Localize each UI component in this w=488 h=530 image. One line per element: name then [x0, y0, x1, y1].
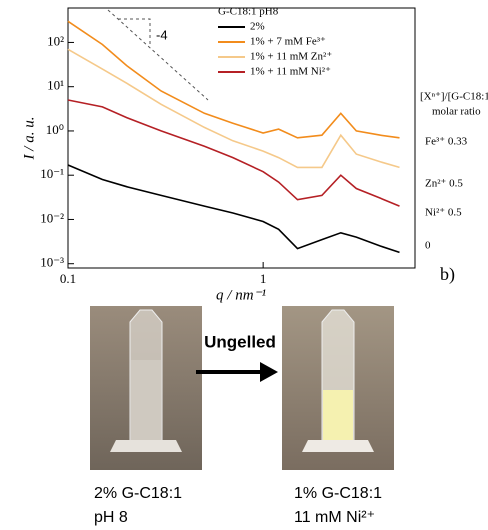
y-tick-label: 10¹ [47, 78, 64, 93]
series-line [67, 48, 400, 169]
y-tick-label: 10⁻¹ [40, 166, 64, 181]
arrow-label: Ungelled [204, 332, 276, 351]
vial-base [302, 440, 374, 452]
series-line [67, 20, 400, 139]
plot-frame [67, 7, 416, 269]
y-tick-label: 10⁻² [40, 210, 64, 225]
caption: 1% G-C18:1 [294, 485, 382, 502]
vial-liquid [131, 360, 161, 442]
ratio-label: Fe³⁺ 0.33 [425, 136, 468, 148]
x-axis-label: q / nm⁻¹ [216, 287, 266, 303]
y-tick-label: 10⁻³ [40, 255, 64, 270]
ratio-subheader: molar ratio [432, 106, 481, 118]
caption: 11 mM Ni²⁺ [294, 509, 375, 526]
arrow-head [260, 362, 278, 382]
series-line [67, 99, 400, 207]
caption: 2% G-C18:1 [94, 485, 182, 502]
vial-liquid [323, 390, 353, 442]
legend-label: 1% + 11 mM Ni²⁺ [250, 66, 331, 78]
slope-guide [107, 9, 209, 101]
y-tick-label: 10² [47, 33, 64, 48]
ratio-label: Ni²⁺ 0.5 [425, 207, 462, 219]
x-tick-label: 1 [260, 271, 267, 286]
ratio-label: 0 [425, 240, 431, 252]
legend-label: 1% + 7 mM Fe³⁺ [250, 36, 326, 48]
y-tick-label: 10⁰ [46, 122, 64, 137]
panel-label: b) [440, 264, 455, 285]
series-line [67, 164, 400, 254]
y-axis-label: I / a. u. [21, 117, 37, 161]
ratio-label: Zn²⁺ 0.5 [425, 178, 463, 190]
ratio-header: [Xⁿ⁺]/[G-C18:1] [420, 91, 488, 103]
caption: pH 8 [94, 509, 128, 526]
legend-label: 2% [250, 21, 265, 33]
slope-annotation: -4 [156, 27, 168, 42]
vial-base [110, 440, 182, 452]
legend-title: G-C18:1 pH8 [218, 6, 279, 18]
x-tick-label: 0.1 [60, 271, 76, 286]
legend-label: 1% + 11 mM Zn²⁺ [250, 51, 332, 63]
slope-triangle [118, 18, 151, 47]
